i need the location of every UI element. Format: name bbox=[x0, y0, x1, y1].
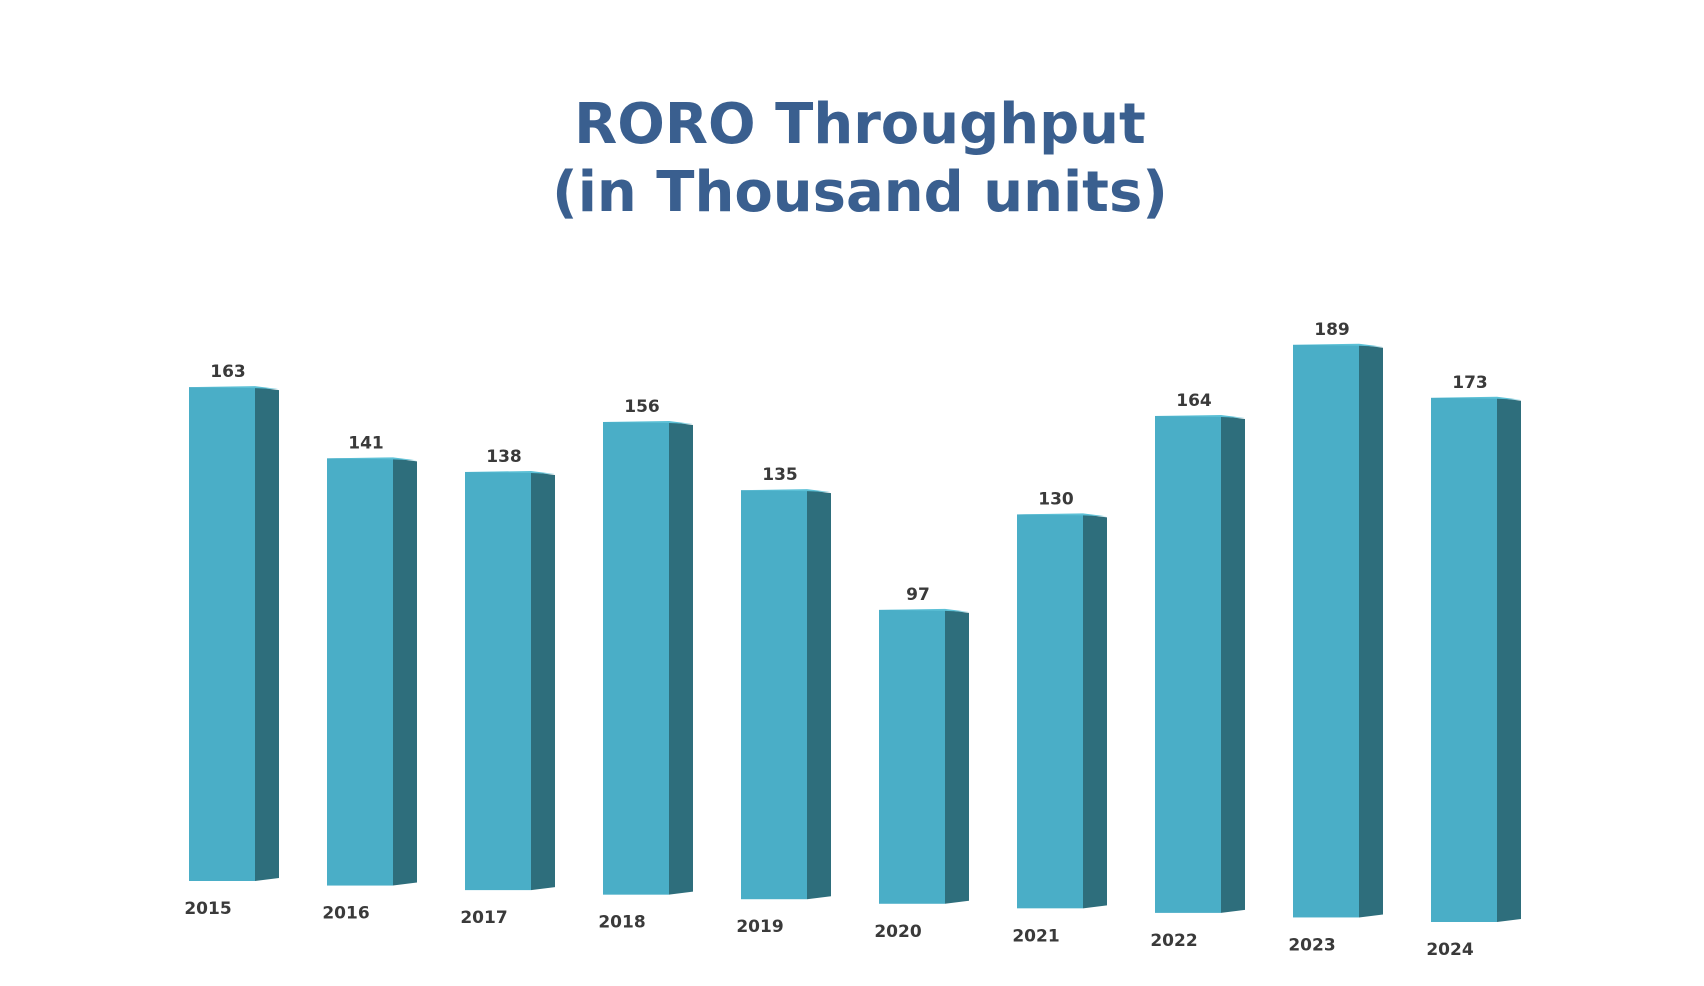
bar-side-2017 bbox=[531, 471, 555, 891]
bar-front-2022 bbox=[1155, 415, 1221, 913]
chart-subtitle: (in Thousand units) bbox=[552, 160, 1168, 225]
category-label-2019: 2019 bbox=[736, 917, 783, 937]
category-label-2023: 2023 bbox=[1288, 935, 1335, 955]
bar-top-2017 bbox=[465, 470, 555, 474]
bar-2020 bbox=[879, 608, 969, 904]
bar-2019 bbox=[741, 489, 831, 900]
value-label-2020: 97 bbox=[906, 585, 930, 605]
category-label-2022: 2022 bbox=[1150, 931, 1197, 951]
bar-side-2015 bbox=[255, 387, 279, 881]
bar-top-2015 bbox=[189, 386, 279, 390]
bar-top-2016 bbox=[327, 457, 417, 461]
bar-side-2016 bbox=[393, 458, 417, 886]
bar-side-2019 bbox=[807, 490, 831, 900]
value-label-2024: 173 bbox=[1452, 373, 1488, 393]
category-label-2024: 2024 bbox=[1426, 940, 1473, 960]
bar-front-2020 bbox=[879, 609, 945, 904]
category-label-2016: 2016 bbox=[322, 904, 369, 924]
category-label-2021: 2021 bbox=[1012, 926, 1059, 946]
bar-front-2016 bbox=[327, 458, 393, 886]
value-label-2019: 135 bbox=[762, 465, 798, 485]
bar-2021 bbox=[1017, 513, 1107, 909]
bar-front-2019 bbox=[741, 490, 807, 900]
bar-side-2022 bbox=[1221, 415, 1245, 913]
bar-top-2020 bbox=[879, 608, 969, 612]
bar-2024 bbox=[1431, 396, 1521, 922]
bar-2017 bbox=[465, 470, 555, 891]
bar-top-2019 bbox=[741, 489, 831, 493]
bar-2022 bbox=[1155, 414, 1245, 913]
category-label-2018: 2018 bbox=[598, 913, 645, 933]
bar-front-2024 bbox=[1431, 397, 1497, 922]
category-label-2017: 2017 bbox=[460, 908, 507, 928]
bar-2023 bbox=[1293, 343, 1383, 918]
bar-front-2017 bbox=[465, 471, 531, 891]
bar-side-2020 bbox=[945, 609, 969, 904]
bar-2016 bbox=[327, 457, 417, 886]
value-label-2018: 156 bbox=[624, 397, 660, 417]
value-label-2016: 141 bbox=[348, 433, 384, 453]
bar-top-2021 bbox=[1017, 513, 1107, 517]
value-label-2015: 163 bbox=[210, 362, 246, 382]
bar-side-2024 bbox=[1497, 397, 1521, 922]
bar-top-2018 bbox=[603, 420, 693, 424]
bars-group: 163 2015 141 2016 138 2017 156 2018 135 2019 97 202… bbox=[184, 320, 1521, 960]
category-label-2015: 2015 bbox=[184, 899, 231, 919]
value-label-2021: 130 bbox=[1038, 489, 1074, 509]
bar-2015 bbox=[189, 386, 279, 881]
bar-front-2023 bbox=[1293, 344, 1359, 918]
bar-top-2022 bbox=[1155, 414, 1245, 418]
bar-top-2023 bbox=[1293, 343, 1383, 347]
bar-top-2024 bbox=[1431, 396, 1521, 400]
bar-front-2015 bbox=[189, 387, 255, 881]
bar-side-2021 bbox=[1083, 514, 1107, 909]
bar-2018 bbox=[603, 420, 693, 895]
chart-title: RORO Throughput bbox=[574, 92, 1146, 157]
value-label-2023: 189 bbox=[1314, 320, 1350, 340]
bar-front-2021 bbox=[1017, 514, 1083, 909]
bar-side-2018 bbox=[669, 421, 693, 895]
category-label-2020: 2020 bbox=[874, 922, 921, 942]
bar-front-2018 bbox=[603, 421, 669, 895]
bar-side-2023 bbox=[1359, 344, 1383, 918]
value-label-2017: 138 bbox=[486, 447, 522, 467]
value-label-2022: 164 bbox=[1176, 391, 1212, 411]
